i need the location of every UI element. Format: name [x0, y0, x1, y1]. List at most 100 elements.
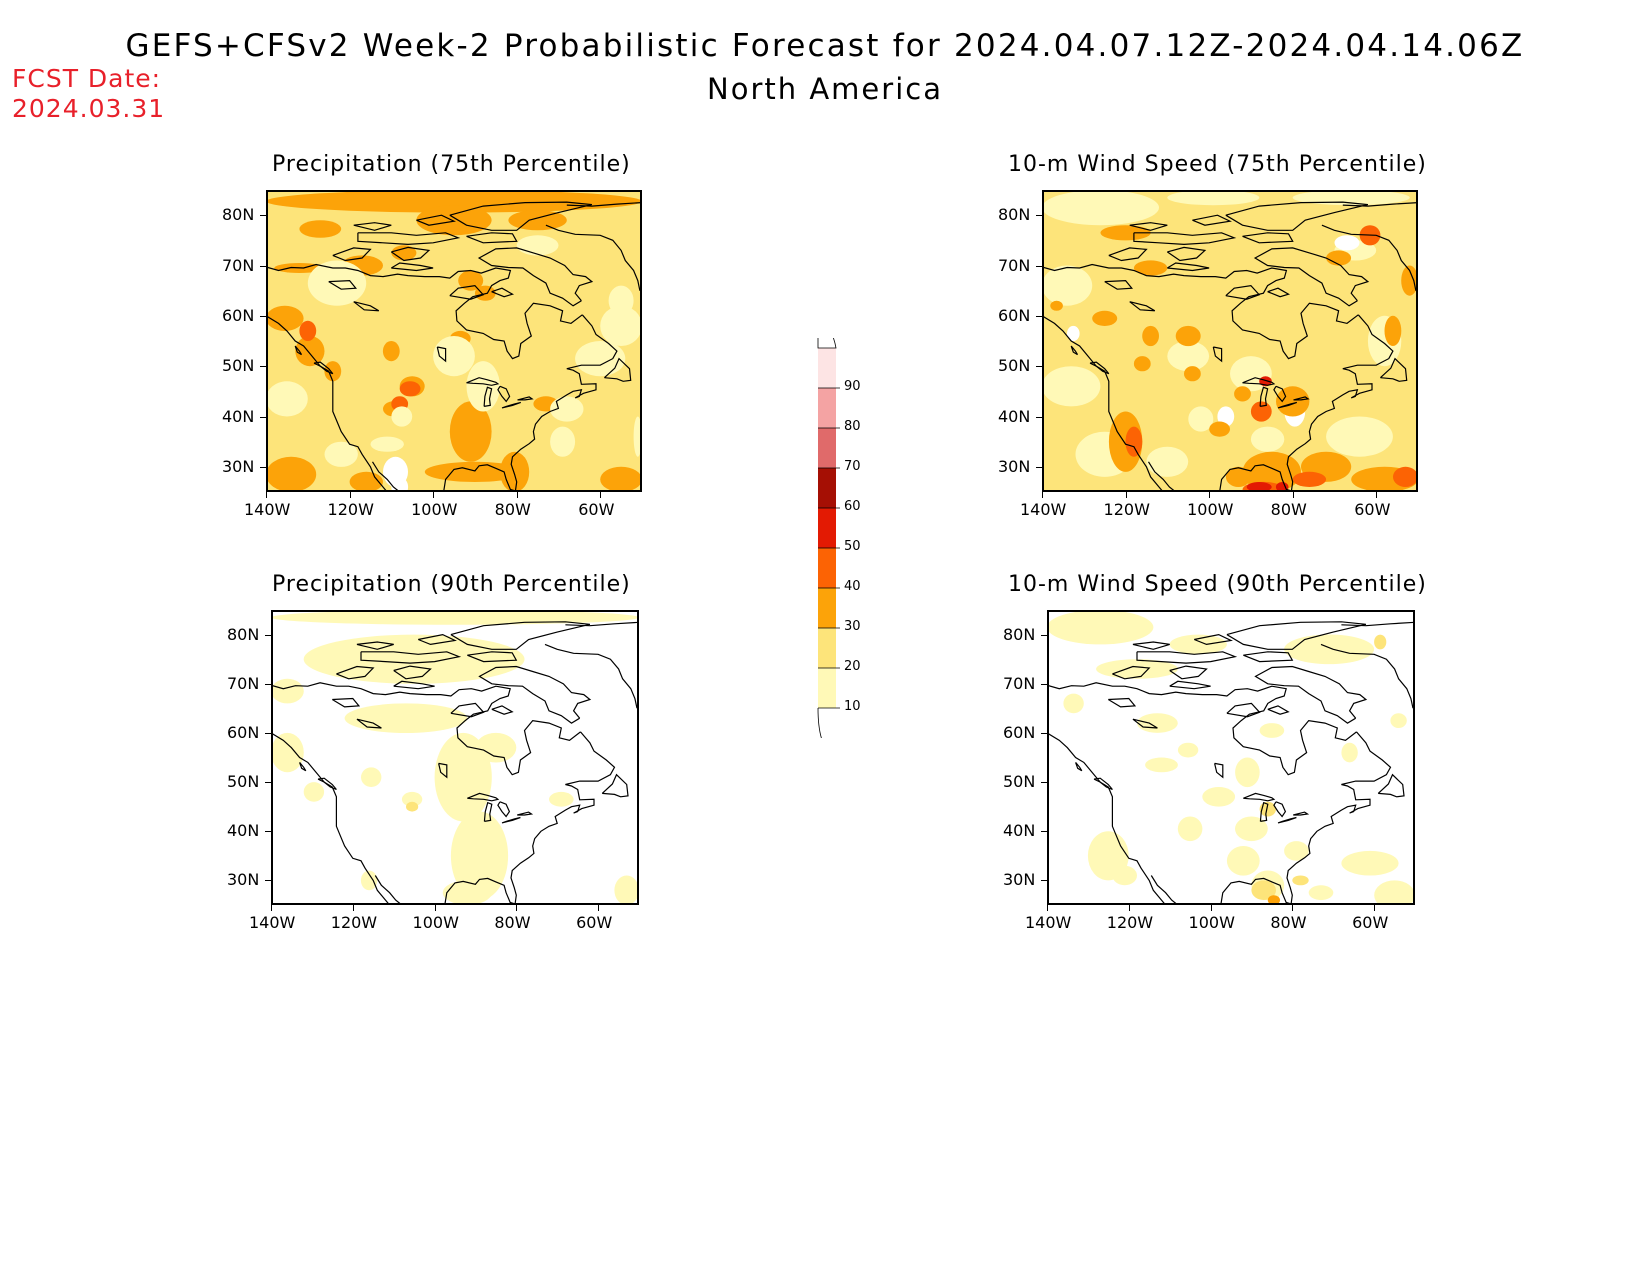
colorbar-segment	[818, 508, 836, 548]
coastline	[390, 246, 431, 262]
lon-tick-label: 140W	[1025, 913, 1072, 932]
probability-contour	[271, 678, 304, 704]
probability-contour	[1167, 190, 1260, 206]
probability-contour	[266, 456, 317, 492]
probability-contour	[416, 205, 492, 236]
coastline	[491, 287, 515, 298]
main-title: GEFS+CFSv2 Week-2 Probabilistic Forecast…	[125, 28, 1525, 64]
coastline	[501, 816, 521, 824]
coastline	[1093, 777, 1113, 791]
colorbar-segment	[818, 388, 836, 428]
coastline	[1226, 702, 1261, 718]
coastline	[544, 643, 638, 709]
coastline	[1193, 633, 1233, 646]
coastline	[313, 361, 334, 375]
lon-tick-label: 120W	[1106, 913, 1154, 932]
probability-contour	[1242, 451, 1301, 492]
probability-contour	[1259, 723, 1285, 738]
lat-tick-label: 30N	[227, 870, 260, 890]
lat-tick-label: 80N	[1003, 624, 1036, 644]
colorbar-label: 80	[844, 419, 861, 434]
lon-tick-label: 140W	[1020, 500, 1067, 519]
probability-contour	[295, 336, 325, 367]
colorbar-svg	[817, 315, 840, 741]
lon-tick-mark	[433, 492, 435, 498]
coastline	[1047, 732, 1167, 905]
coastline	[1293, 811, 1310, 816]
coastline	[1132, 718, 1158, 729]
coastline	[317, 777, 337, 791]
coastline	[517, 811, 534, 816]
probability-contour	[266, 381, 308, 417]
coastline	[450, 702, 485, 718]
lat-tick-label: 50N	[998, 356, 1031, 376]
colorbar-label: 60	[844, 499, 861, 514]
probability-contour	[1146, 446, 1189, 477]
probability-contour	[1169, 634, 1227, 655]
probability-contour	[1042, 190, 1159, 226]
probability-contour	[550, 426, 576, 457]
probability-contour	[406, 801, 419, 812]
probability-contour	[1292, 471, 1327, 487]
colorbar-label: 30	[844, 619, 861, 634]
probability-contour	[1125, 426, 1143, 457]
coastline	[1219, 314, 1394, 492]
coastline	[1133, 232, 1237, 246]
probability-contour	[1225, 466, 1251, 487]
coastline	[497, 801, 511, 818]
coastline	[483, 801, 493, 822]
coastline	[601, 773, 629, 798]
lat-tick-mark	[1036, 265, 1042, 267]
forecast-date: FCST Date: 2024.03.31	[12, 64, 165, 124]
lon-tick-mark	[1209, 492, 1211, 498]
probability-contour	[424, 461, 525, 482]
coastline	[1321, 224, 1417, 291]
probability-contour	[475, 732, 517, 763]
colorbar-segment	[818, 668, 836, 708]
coastline	[1377, 773, 1405, 798]
lon-tick-label: 80W	[494, 913, 531, 932]
lon-tick-label: 80W	[494, 500, 531, 519]
lat-tick-label: 50N	[1003, 772, 1036, 792]
lon-tick-label: 100W	[411, 500, 458, 519]
probability-contour	[633, 416, 642, 457]
lon-tick-mark	[349, 492, 351, 498]
lon-tick-mark	[1125, 492, 1127, 498]
coastline	[438, 762, 448, 779]
probability-contour	[1250, 401, 1272, 422]
coastline	[1379, 357, 1408, 382]
coastline	[1104, 279, 1133, 290]
coastline	[1147, 461, 1177, 492]
coastline	[1243, 651, 1294, 663]
lat-tick-label: 40N	[998, 406, 1031, 426]
lat-tick-label: 40N	[222, 406, 255, 426]
probability-contour	[324, 441, 358, 467]
coastline	[393, 680, 435, 690]
probability-contour	[1042, 366, 1101, 407]
coastline	[353, 301, 380, 312]
coastline	[517, 396, 534, 401]
coastline	[374, 875, 403, 905]
coastline	[266, 263, 583, 360]
coastline	[271, 732, 391, 905]
coastline	[1220, 731, 1392, 905]
coastline	[328, 279, 357, 290]
colorbar-bottom-cap	[817, 707, 823, 741]
lon-tick-label: 120W	[1103, 500, 1150, 519]
coastline	[1267, 705, 1290, 715]
probability-contour	[1390, 713, 1407, 728]
lat-tick-label: 80N	[998, 205, 1031, 225]
probability-contour	[1209, 421, 1230, 437]
coastline	[266, 315, 388, 492]
coastline	[497, 385, 511, 403]
probability-contour	[401, 791, 423, 807]
coastline	[467, 792, 500, 802]
lon-tick-label: 120W	[327, 500, 374, 519]
lat-tick-label: 80N	[222, 205, 255, 225]
probability-contour	[303, 782, 325, 802]
probability-contour	[1401, 265, 1418, 296]
lon-tick-mark	[1374, 905, 1376, 911]
coastline	[1277, 401, 1298, 409]
lat-tick-label: 30N	[998, 456, 1031, 476]
probability-contour	[1246, 482, 1272, 492]
